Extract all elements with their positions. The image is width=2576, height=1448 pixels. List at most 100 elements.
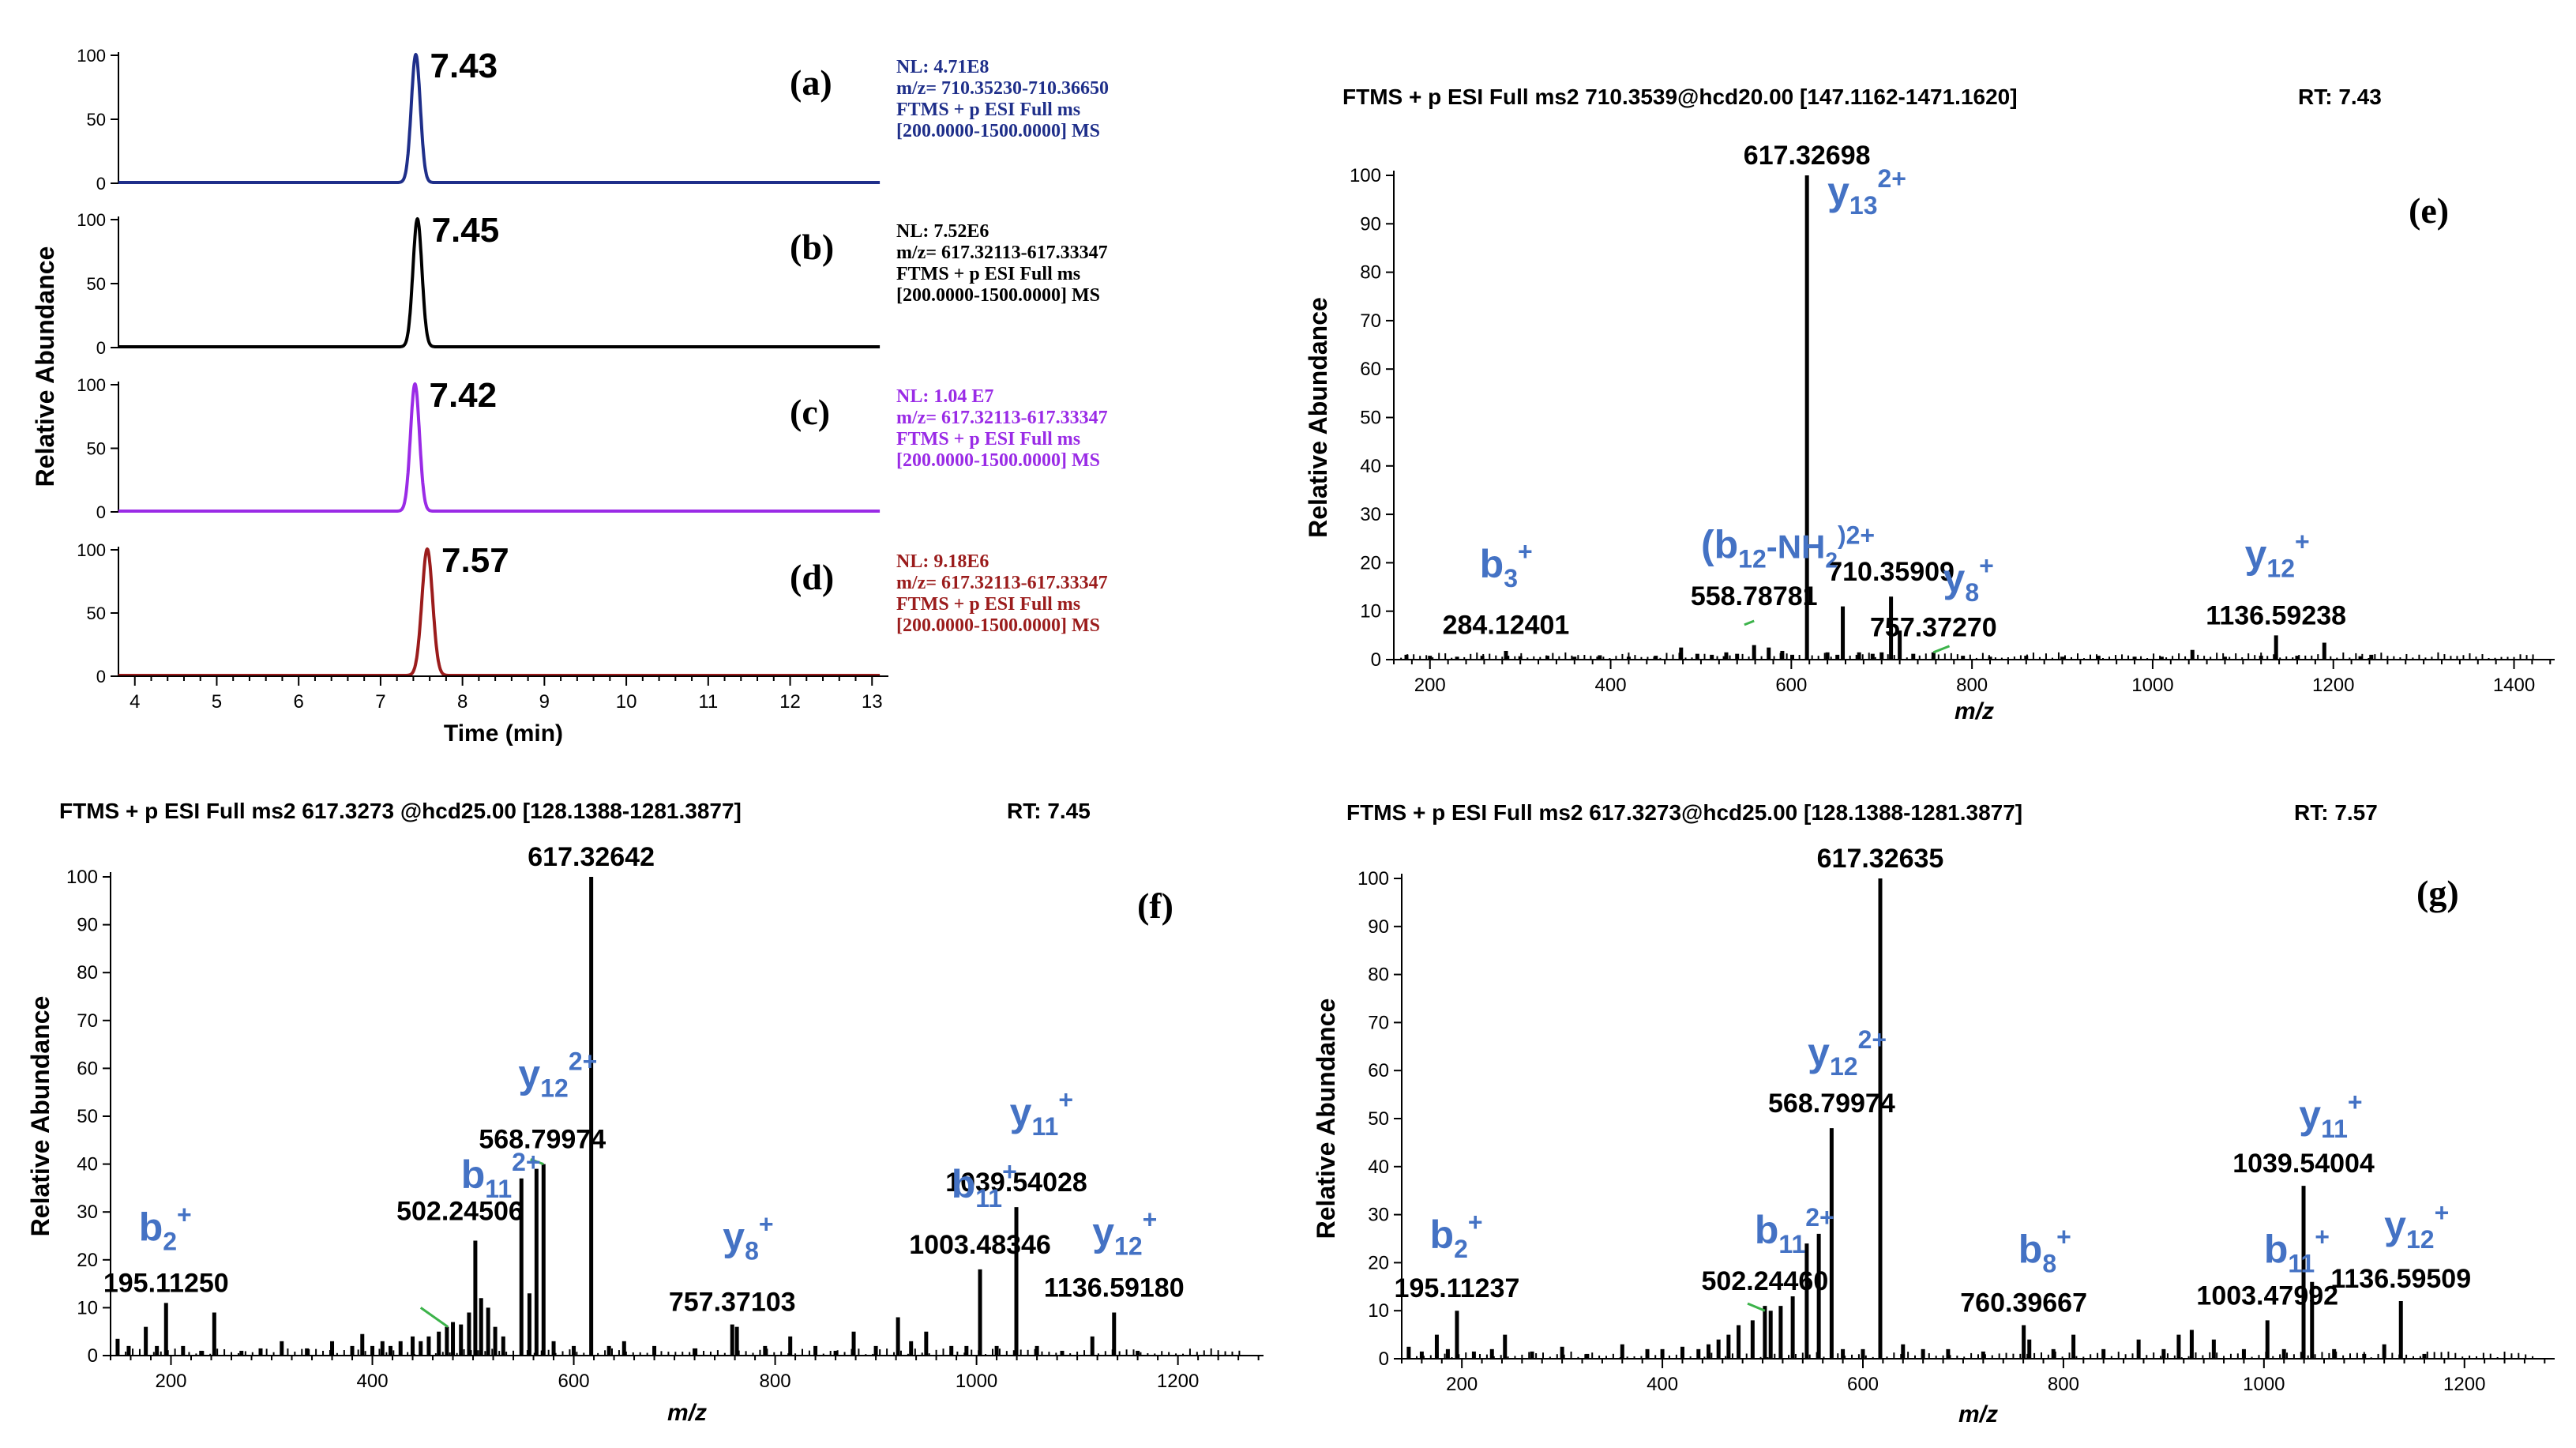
- x-axis-title: m/z: [667, 1400, 707, 1426]
- ion-subscript: 3: [1504, 564, 1518, 592]
- x-tick-label: 10: [616, 691, 637, 713]
- y-tick-label: 60: [1368, 1060, 1389, 1081]
- trace-info-line: [200.0000-1500.0000] MS: [896, 450, 1100, 471]
- peak-label: 1136.59509: [2330, 1264, 2471, 1294]
- y-tick-label: 90: [1368, 916, 1389, 938]
- ion-annotation: y12+: [2245, 528, 2310, 583]
- peak-label: 617.32698: [1744, 141, 1871, 171]
- y-tick-label: 90: [1360, 213, 1381, 235]
- trace-info-line: FTMS + p ESI Full ms: [896, 264, 1080, 284]
- x-tick-label: 600: [1775, 675, 1807, 696]
- x-tick-label: 800: [2048, 1374, 2079, 1395]
- x-tick-label: 400: [1647, 1374, 1678, 1395]
- x-tick-label: 400: [357, 1371, 389, 1392]
- y-tick-label: 10: [77, 1297, 98, 1318]
- ion-charge: 2+: [1858, 1025, 1887, 1054]
- trace-info-line: FTMS + p ESI Full ms: [896, 594, 1080, 615]
- x-tick-label: 8: [457, 691, 468, 713]
- ion-annotation: b11+: [952, 1157, 1017, 1213]
- ion-base: b: [1755, 1208, 1779, 1252]
- y-tick-label: 0: [1379, 1348, 1389, 1370]
- y-tick-label: 50: [77, 1106, 98, 1127]
- ion-subscript: 8: [1965, 578, 1979, 607]
- ion-annotation: y122+: [1808, 1025, 1887, 1081]
- ion-base: b: [461, 1153, 486, 1197]
- y-tick-label: 70: [1368, 1012, 1389, 1033]
- ion-charge: +: [2056, 1222, 2071, 1251]
- y-tick-label: 100: [77, 210, 106, 230]
- trace-info-line: [200.0000-1500.0000] MS: [896, 615, 1100, 636]
- ion-subscript: 12: [2406, 1225, 2435, 1254]
- ion-annotation: b2+: [1430, 1208, 1483, 1263]
- y-tick-label: 30: [77, 1202, 98, 1223]
- ion-subscript: 8: [2042, 1249, 2056, 1277]
- y-tick-label: 100: [1357, 868, 1389, 889]
- trace-info-line: NL: 7.52E6: [896, 221, 989, 242]
- x-tick-label: 1200: [2312, 675, 2354, 696]
- ion-annotation: y12+: [2384, 1198, 2449, 1254]
- ion-charge: +: [1058, 1085, 1073, 1114]
- ion-subscript: 12: [540, 1074, 569, 1103]
- panel-label: (b): [790, 227, 834, 267]
- trace-info-line: m/z= 617.32113-617.33347: [896, 573, 1108, 593]
- trace-line: [117, 382, 881, 513]
- ion-charge: +: [2295, 528, 2310, 556]
- ion-subscript: 13: [1849, 191, 1878, 220]
- pointer-line: [530, 1158, 544, 1166]
- y-tick-label: 100: [77, 540, 106, 560]
- y-tick-label: 0: [96, 338, 106, 358]
- trace-info-line: [200.0000-1500.0000] MS: [896, 285, 1100, 306]
- ion-subscript: 11: [1031, 1112, 1058, 1141]
- trace-info-line: NL: 1.04 E7: [896, 386, 993, 407]
- x-tick-label: 13: [862, 691, 883, 713]
- peak-label: 757.37103: [669, 1288, 796, 1318]
- ion-subscript: 8: [745, 1237, 759, 1266]
- peak-label: 195.11237: [1395, 1273, 1520, 1303]
- ion-annotation: y8+: [723, 1210, 773, 1266]
- rt-label: 7.45: [432, 211, 500, 250]
- x-tick-label: 12: [779, 691, 801, 713]
- ion-base: y: [1943, 556, 1966, 600]
- trace-info-line: FTMS + p ESI Full ms: [896, 100, 1080, 120]
- x-tick-label: 1000: [956, 1371, 997, 1392]
- ion-subscript: 12: [1114, 1232, 1143, 1261]
- x-tick-label: 600: [558, 1371, 590, 1392]
- x-tick-label: 800: [760, 1371, 791, 1392]
- y-tick-label: 70: [1360, 310, 1381, 332]
- x-tick-label: 200: [1414, 675, 1446, 696]
- spectrum-e: FTMS + p ESI Full ms2 710.3539@hcd20.00 …: [1304, 85, 2555, 724]
- pointer-line: [419, 1307, 449, 1328]
- ion-base: b: [952, 1162, 976, 1206]
- ion-annotation: y11+: [2299, 1088, 2362, 1143]
- spectrum-f: FTMS + p ESI Full ms2 617.3273 @hcd25.00…: [26, 799, 1264, 1426]
- ion-annotation: b3+: [1480, 537, 1533, 592]
- y-tick-label: 50: [1360, 408, 1381, 429]
- y-tick-label: 30: [1368, 1205, 1389, 1226]
- ion-charge: +: [2315, 1222, 2330, 1251]
- ion-charge: +: [2348, 1088, 2363, 1116]
- spectrum-g: FTMS + p ESI Full ms2 617.3273@hcd25.00 …: [1312, 800, 2555, 1427]
- spectrum-title: FTMS + p ESI Full ms2 710.3539@hcd20.00 …: [1342, 85, 2018, 109]
- trace-info-line: m/z= 710.35230-710.36650: [896, 78, 1109, 99]
- y-tick-label: 80: [1368, 965, 1389, 986]
- trace-info-line: m/z= 617.32113-617.33347: [896, 408, 1108, 428]
- y-axis-title: Relative Abundance: [1312, 999, 1340, 1239]
- peak-label: 568.79974: [1768, 1089, 1895, 1119]
- peak-label: 284.12401: [1443, 611, 1570, 641]
- peak-label: 1136.59238: [2206, 600, 2346, 630]
- y-tick-label: 80: [1360, 262, 1381, 284]
- peak-label: 558.78781: [1691, 581, 1818, 611]
- y-tick-label: 0: [96, 174, 106, 194]
- y-tick-label: 0: [1371, 649, 1381, 671]
- ion-base: y: [1827, 169, 1849, 213]
- y-tick-label: 0: [96, 667, 106, 686]
- ion-base: y: [2384, 1203, 2406, 1247]
- x-tick-label: 11: [698, 691, 718, 713]
- y-tick-label: 20: [1368, 1252, 1389, 1273]
- x-tick-label: 6: [294, 691, 304, 713]
- ion-charge: +: [1143, 1205, 1158, 1234]
